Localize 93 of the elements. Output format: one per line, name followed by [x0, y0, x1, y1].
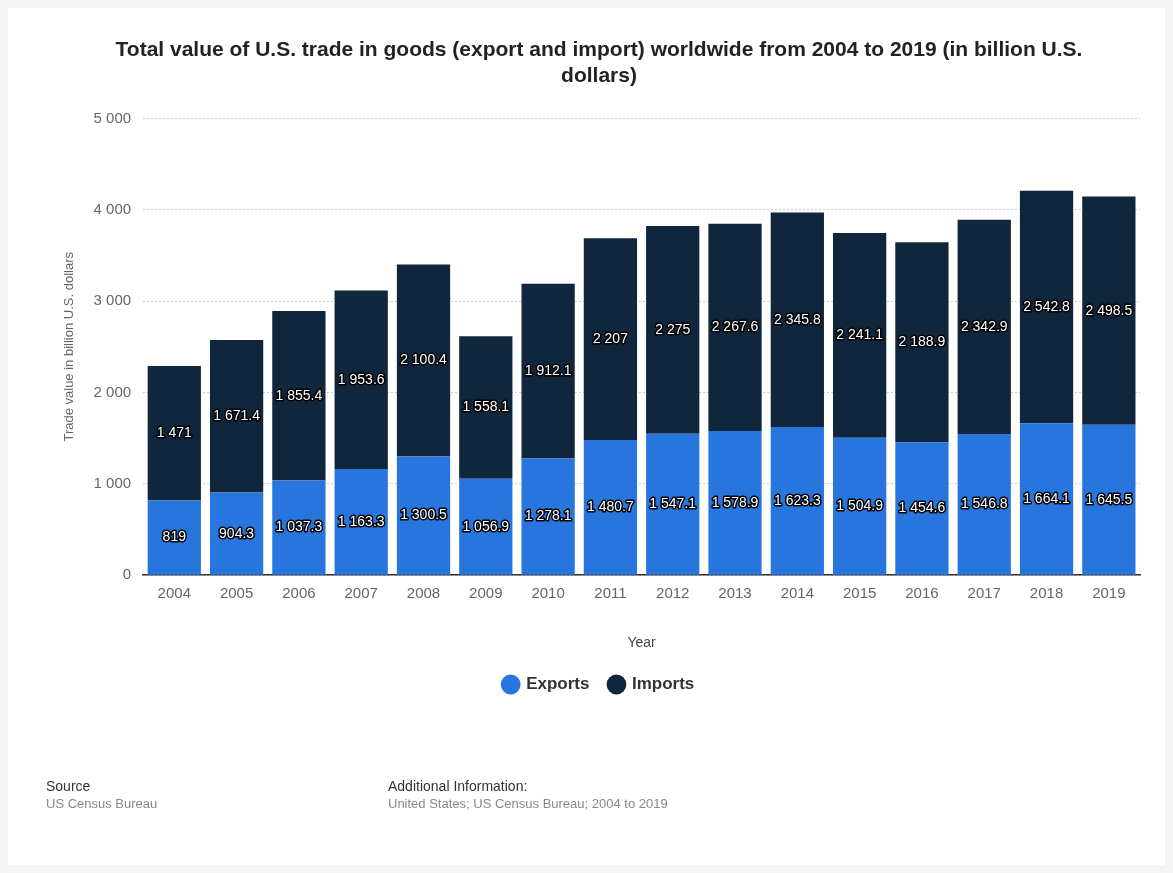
x-tick-label: 2019: [1092, 584, 1126, 602]
bar: [521, 283, 575, 459]
y-tick-label: 1 000: [93, 473, 132, 491]
data-label: 1 578.9: [711, 493, 759, 510]
x-tick-label: 2006: [282, 584, 316, 602]
legend-label: Imports: [631, 674, 695, 694]
x-tick-label: 2009: [469, 584, 503, 602]
bar: [272, 480, 326, 575]
x-tick-label: 2017: [967, 584, 1001, 602]
y-tick-label: 3 000: [93, 291, 132, 309]
bar: [833, 437, 887, 575]
bar: [583, 238, 638, 440]
bar: [147, 365, 201, 501]
bar: [147, 500, 201, 575]
bar: [770, 212, 824, 427]
data-label: 1 037.3: [275, 518, 323, 535]
x-tick-label: 2011: [594, 584, 627, 602]
data-label: 1 454.6: [898, 499, 946, 516]
x-tick-label: 2013: [718, 584, 752, 602]
data-label: 1 855.4: [275, 386, 323, 403]
data-label: 1 504.9: [836, 497, 884, 514]
data-label: 1 912.1: [524, 361, 572, 378]
data-label: 1 278.1: [524, 507, 572, 524]
chart-title: Total value of U.S. trade in goods (export and import) worldwide from 2004 to 2019 (in billion U.S. dollars): [115, 37, 1083, 86]
legend-label: Exports: [526, 674, 590, 694]
y-tick-label: 2 000: [93, 382, 132, 400]
bar: [396, 456, 451, 575]
bar: [1082, 424, 1136, 575]
data-label: 1 163.3: [337, 512, 385, 529]
bar: [770, 426, 824, 575]
data-label: 819: [162, 528, 187, 545]
bar: [583, 439, 638, 575]
text: Source: [46, 778, 91, 794]
data-label: 2 498.5: [1085, 301, 1133, 318]
data-label: 1 471: [156, 424, 193, 441]
data-label: 1 300.5: [400, 506, 448, 523]
x-axis-title: Year: [627, 634, 657, 651]
y-axis-title: Trade value in billion U.S. dollars: [61, 251, 77, 442]
bar: [1019, 190, 1074, 424]
bar: [209, 339, 264, 493]
text: Additional Information:: [388, 778, 528, 794]
x-tick-label: 2014: [780, 584, 815, 602]
bar: [895, 242, 949, 443]
data-label: 2 342.9: [960, 317, 1008, 334]
bar: [895, 442, 949, 575]
data-label: 2 207: [592, 329, 629, 346]
x-tick-label: 2018: [1029, 584, 1064, 602]
data-label: 1 480.7: [587, 498, 634, 515]
data-label: 1 645.5: [1085, 490, 1133, 507]
data-label: 2 542.8: [1023, 297, 1071, 314]
bar: [833, 232, 887, 438]
x-tick-label: 2004: [157, 584, 191, 602]
x-tick-label: 2008: [406, 584, 441, 602]
x-tick-label: 2010: [531, 584, 565, 602]
data-label: 904.3: [219, 524, 255, 541]
x-tick-label: 2015: [842, 584, 877, 602]
bar: [957, 433, 1011, 575]
y-tick-label: 4 000: [93, 199, 132, 217]
data-label: 1 623.3: [773, 491, 821, 508]
data-label: 2 100.4: [400, 351, 448, 368]
bar: [396, 264, 451, 457]
bar: [646, 226, 700, 434]
data-label: 1 953.6: [337, 370, 385, 387]
data-label: 1 547.1: [649, 495, 697, 512]
bar: [334, 290, 388, 469]
data-label: 2 188.9: [898, 333, 946, 350]
bar: [708, 430, 762, 575]
bar: [646, 433, 700, 575]
y-tick-label: 0: [122, 565, 132, 583]
text: United States; US Census Bureau; 2004 to 2019: [388, 796, 668, 811]
x-tick-label: 2005: [219, 584, 254, 602]
data-label: 2 267.6: [711, 318, 759, 335]
x-tick-label: 2016: [905, 584, 939, 602]
data-label: 1 558.1: [462, 398, 510, 415]
x-tick-label: 2007: [344, 584, 378, 602]
text: US Census Bureau: [46, 796, 158, 811]
bar: [708, 223, 762, 431]
data-label: 2 241.1: [836, 326, 884, 343]
bar: [1082, 196, 1136, 425]
x-tick-label: 2012: [656, 584, 690, 602]
bar: [1019, 423, 1074, 575]
y-tick-label: 5 000: [93, 108, 132, 126]
data-label: 2 275: [655, 320, 691, 337]
data-label: 1 664.1: [1023, 489, 1071, 506]
data-label: 1 546.8: [960, 495, 1008, 512]
bar: [521, 458, 575, 575]
data-label: 2 345.8: [773, 310, 821, 327]
bar: [334, 468, 388, 575]
data-label: 1 056.9: [462, 517, 510, 534]
data-label: 1 671.4: [213, 407, 261, 424]
bar: [459, 336, 513, 479]
bar: [272, 310, 326, 481]
bar: [957, 219, 1011, 434]
